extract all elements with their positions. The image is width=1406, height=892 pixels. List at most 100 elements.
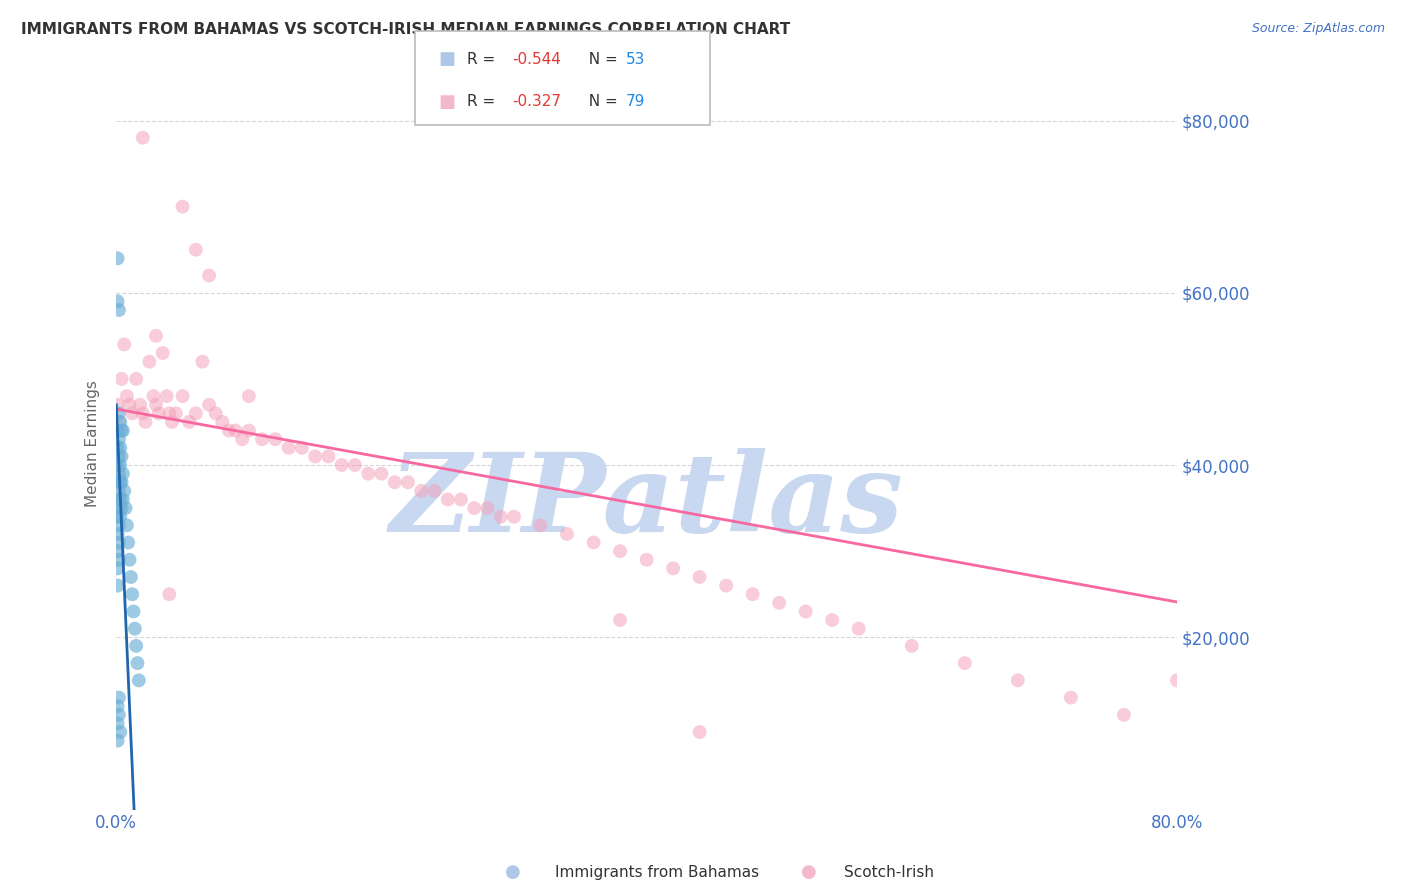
Point [198,268,221,283]
Point [112,483,135,498]
Text: -0.544: -0.544 [512,52,561,67]
Point [108,406,131,420]
Point [115,389,138,403]
Point [111,467,134,481]
Point [108,432,131,446]
Point [145,398,167,412]
Point [662,561,685,575]
Point [107,398,129,412]
Point [1112,707,1135,722]
Point [291,441,314,455]
Point [238,389,260,403]
Point [477,501,499,516]
Point [157,406,180,420]
Point [107,579,129,593]
Text: ■: ■ [439,51,456,69]
Point [211,415,233,429]
Y-axis label: Median Earnings: Median Earnings [86,380,100,507]
Point [277,441,299,455]
Point [689,725,711,739]
Point [156,389,179,403]
Point [108,707,131,722]
Point [111,424,134,438]
Point [436,492,458,507]
Point [121,406,143,420]
Point [450,492,472,507]
Point [794,604,817,618]
Point [110,415,132,429]
Point [110,441,132,455]
Point [160,415,183,429]
Point [330,458,353,472]
Point [110,501,132,516]
Point [165,406,187,420]
Point [318,450,340,464]
Point [108,483,131,498]
Point [107,509,129,524]
Point [107,699,129,714]
Point [555,527,578,541]
Point [112,337,135,351]
Point [238,424,260,438]
Point [121,587,143,601]
Point [304,450,326,464]
Point [396,475,419,490]
Point [489,509,512,524]
Text: ●: ● [800,863,817,881]
Point [582,535,605,549]
Point [107,527,129,541]
Point [108,690,131,705]
Point [609,613,631,627]
Text: -0.327: -0.327 [512,95,561,110]
Point [1166,673,1188,688]
Point [145,328,167,343]
Point [110,450,132,464]
Point [107,544,129,558]
Text: Immigrants from Bahamas: Immigrants from Bahamas [555,865,759,880]
Point [108,303,131,318]
Point [384,475,406,490]
Point [1007,673,1029,688]
Point [108,553,131,567]
Point [900,639,922,653]
Point [125,372,148,386]
Point [343,458,366,472]
Point [127,656,149,670]
Point [848,622,870,636]
Point [172,389,194,403]
Point [124,622,146,636]
Point [179,415,201,429]
Text: R =: R = [467,52,501,67]
Point [107,441,129,455]
Point [172,200,194,214]
Point [108,467,131,481]
Point [110,475,132,490]
Point [114,501,136,516]
Point [107,294,129,309]
Text: N =: N = [579,95,623,110]
Point [423,483,446,498]
Point [157,587,180,601]
Point [1060,690,1083,705]
Point [689,570,711,584]
Point [148,406,170,420]
Point [741,587,763,601]
Point [250,432,273,446]
Text: R =: R = [467,95,501,110]
Text: ●: ● [505,863,522,881]
Point [110,372,132,386]
Point [636,553,658,567]
Point [108,450,131,464]
Point [191,354,214,368]
Point [110,492,132,507]
Point [120,570,142,584]
Point [118,553,141,567]
Point [768,596,790,610]
Point [108,518,131,533]
Point [107,475,129,490]
Point [134,415,156,429]
Point [125,639,148,653]
Point [529,518,551,533]
Point [108,501,131,516]
Point [108,535,131,549]
